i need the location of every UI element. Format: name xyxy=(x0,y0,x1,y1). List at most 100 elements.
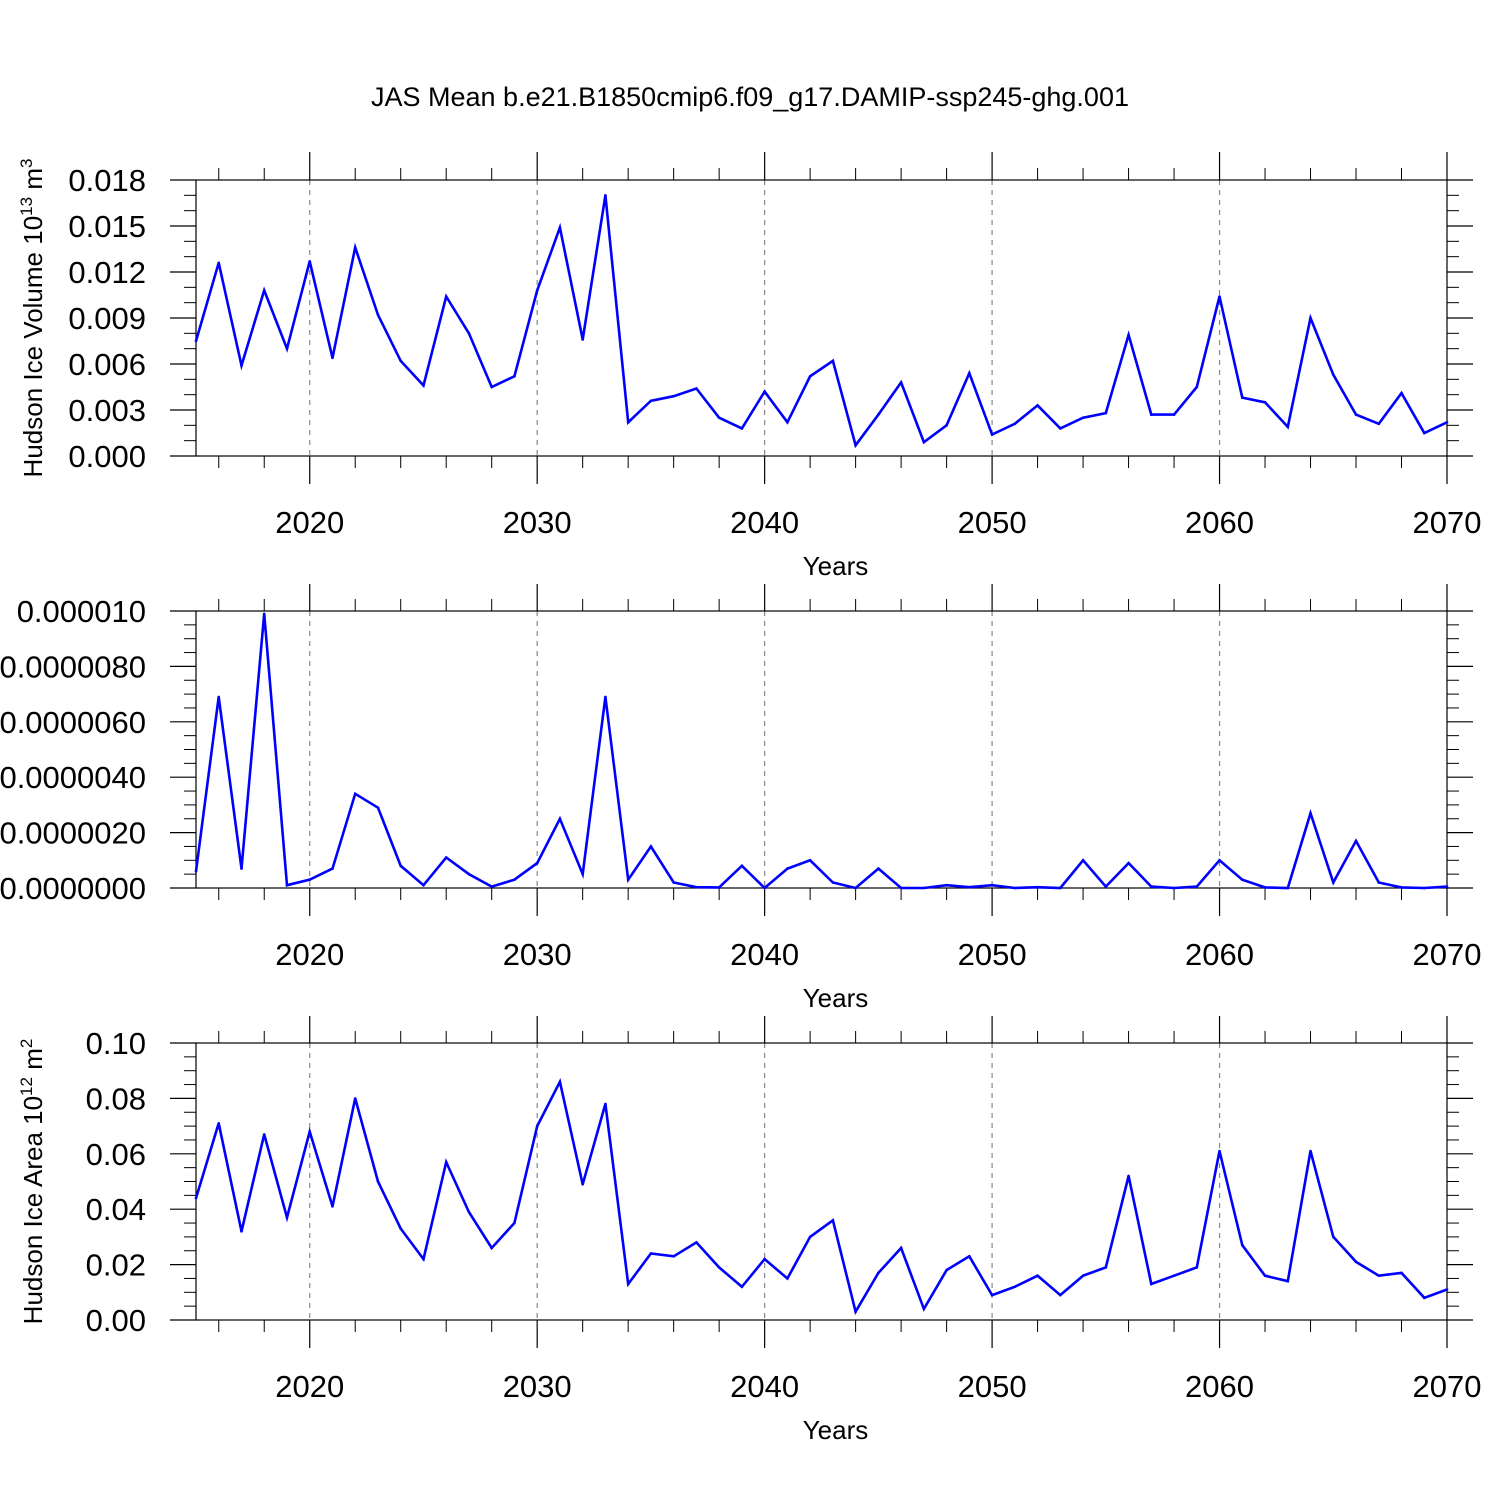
data-point xyxy=(217,1122,221,1125)
data-point xyxy=(285,1216,289,1219)
data-point xyxy=(1240,1243,1244,1247)
data-point xyxy=(1354,839,1358,843)
data-point xyxy=(240,867,243,870)
data-point xyxy=(1240,396,1244,400)
data-point xyxy=(1354,413,1358,416)
data-point xyxy=(1059,886,1062,890)
y-tick-label: 0.02 xyxy=(86,1248,146,1283)
data-point xyxy=(717,886,721,889)
y-title-exponent: 13 xyxy=(17,197,36,216)
data-point xyxy=(1422,1296,1426,1300)
x-tick-label: 2030 xyxy=(503,1369,572,1404)
data-point xyxy=(945,883,948,887)
data-point xyxy=(854,443,857,447)
data-point xyxy=(444,856,448,859)
data-point xyxy=(1127,1174,1130,1178)
data-point xyxy=(1218,295,1221,298)
data-point xyxy=(1263,401,1267,404)
y-tick-label: 0.08 xyxy=(86,1081,146,1116)
data-point xyxy=(922,440,926,444)
data-point xyxy=(194,870,198,873)
data-point xyxy=(308,259,312,263)
data-point xyxy=(331,356,334,360)
data-point xyxy=(649,399,653,403)
x-tick-label: 2070 xyxy=(1413,1369,1482,1404)
data-point xyxy=(695,387,698,390)
data-point xyxy=(1059,427,1062,430)
data-point xyxy=(854,1310,857,1313)
data-point xyxy=(217,695,221,699)
data-point xyxy=(877,867,880,870)
y-tick-label: 0.003 xyxy=(68,393,146,428)
y-tick-label: 0.000010 xyxy=(17,594,146,629)
data-point xyxy=(490,1246,493,1250)
y-tick-label: 0.0000060 xyxy=(0,705,146,740)
data-point xyxy=(1377,1274,1381,1277)
x-tick-label: 2050 xyxy=(958,937,1027,972)
data-point xyxy=(922,886,926,890)
data-point xyxy=(1127,333,1130,337)
data-point xyxy=(1377,881,1381,884)
data-point xyxy=(1445,885,1449,888)
data-point xyxy=(1218,1149,1221,1153)
y-tick-label: 0.012 xyxy=(68,255,146,290)
data-point xyxy=(490,385,493,389)
data-point xyxy=(763,390,766,393)
data-point xyxy=(990,883,994,887)
data-point xyxy=(1331,881,1335,884)
data-point xyxy=(990,433,994,436)
y-title-exponent: 12 xyxy=(17,1077,36,1096)
data-point xyxy=(695,1241,698,1244)
data-point xyxy=(1081,1274,1085,1277)
data-point xyxy=(1354,1260,1358,1264)
data-point xyxy=(262,612,266,616)
x-tick-label: 2060 xyxy=(1185,1369,1254,1404)
data-point xyxy=(626,1282,630,1286)
data-point xyxy=(763,886,766,890)
data-point xyxy=(285,347,289,350)
data-point xyxy=(535,1124,539,1128)
data-point xyxy=(1104,411,1108,415)
data-point xyxy=(672,881,675,884)
x-tick-label: 2020 xyxy=(275,505,344,540)
data-point xyxy=(1400,886,1403,889)
data-point xyxy=(308,878,312,881)
data-point xyxy=(1013,886,1017,890)
data-point xyxy=(1263,1274,1267,1277)
data-point xyxy=(1286,1279,1290,1283)
data-point xyxy=(740,427,744,430)
y-tick-label: 0.006 xyxy=(68,347,146,382)
data-point xyxy=(1172,413,1176,416)
data-point xyxy=(194,339,198,343)
y-tick-label: 0.0000080 xyxy=(0,649,146,684)
data-point xyxy=(513,878,516,881)
data-point xyxy=(990,1293,994,1297)
x-axis-title: Years xyxy=(803,983,869,1013)
data-point xyxy=(968,371,971,375)
data-point xyxy=(1400,1271,1403,1275)
data-point xyxy=(672,1254,675,1258)
data-point xyxy=(240,364,243,367)
data-point xyxy=(331,1205,334,1208)
y-tick-label: 0.0000020 xyxy=(0,816,146,851)
data-point xyxy=(877,1271,880,1275)
data-point xyxy=(376,806,380,809)
data-point xyxy=(1445,420,1449,424)
data-point xyxy=(1195,385,1199,389)
data-point xyxy=(376,313,380,317)
x-tick-label: 2020 xyxy=(275,1369,344,1404)
panel-ice-volume: 2020 2030 2040 2050 2060 2070 Years 0.000 0.003 0… xyxy=(17,152,1481,581)
data-point xyxy=(422,1257,425,1261)
y-title-main: Hudson Ice Volume 10 xyxy=(18,216,48,478)
y-tick-label: 0.0000000 xyxy=(0,871,146,906)
data-point xyxy=(1218,859,1221,862)
data-point xyxy=(558,1080,562,1084)
panel-ice-area: 2020 2030 2040 2050 2060 2070 Years 0.00 0.02 0.0… xyxy=(17,1016,1481,1445)
x-tick-label: 2050 xyxy=(958,1369,1027,1404)
data-point xyxy=(1309,811,1312,815)
data-point xyxy=(1036,1274,1039,1277)
data-point xyxy=(626,878,630,881)
data-point xyxy=(1013,422,1017,426)
data-point xyxy=(217,261,221,265)
